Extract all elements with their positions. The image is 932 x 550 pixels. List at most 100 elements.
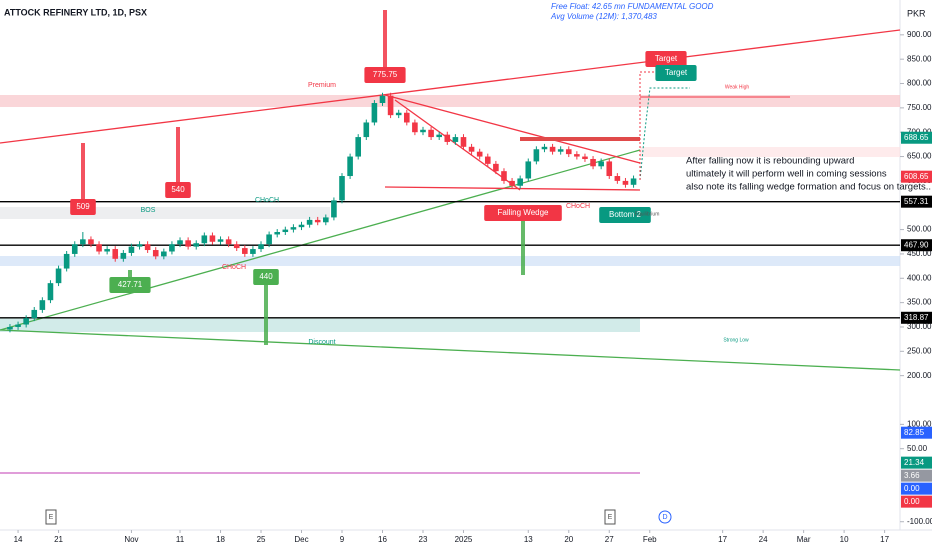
resistance-zone xyxy=(520,137,640,141)
candle-body xyxy=(282,229,289,233)
candle-body xyxy=(614,176,621,181)
level-label: 467.90 xyxy=(904,240,929,249)
candle-body xyxy=(598,161,604,167)
candle-body xyxy=(112,249,119,259)
annotation: Target xyxy=(665,68,688,77)
event-label: D xyxy=(662,514,667,521)
candle-body xyxy=(314,219,321,223)
annotation: 509 xyxy=(76,202,90,211)
candle-body xyxy=(347,156,353,177)
level-tag xyxy=(901,311,932,324)
y-tick-label: 500.00 xyxy=(907,225,932,234)
candle-body xyxy=(582,156,588,159)
candle-body xyxy=(185,240,191,247)
candle-body xyxy=(217,239,224,242)
level-tag xyxy=(901,195,932,208)
candle-body xyxy=(395,112,402,116)
event-box xyxy=(45,509,57,525)
candle-body xyxy=(509,180,515,186)
annotation: CHoCH xyxy=(255,197,279,204)
candle-body xyxy=(47,283,54,301)
y-tick-label: 800.00 xyxy=(907,79,932,88)
trend-line xyxy=(394,99,521,191)
candle-body xyxy=(574,154,580,157)
candle-body xyxy=(412,122,418,133)
annotation-box xyxy=(484,205,562,221)
candle-body xyxy=(39,300,46,310)
price-label: 0.00 xyxy=(904,497,920,506)
candle-body xyxy=(363,122,370,138)
annotation: Weak High xyxy=(725,84,750,90)
annotation-box xyxy=(109,277,151,293)
annotation-box xyxy=(645,51,687,67)
candle-body xyxy=(557,149,564,152)
candle-body xyxy=(501,171,507,181)
annotation: 440 xyxy=(259,272,273,281)
price-tag xyxy=(901,170,932,183)
annotation: BOS xyxy=(141,207,156,214)
x-tick-label: 10 xyxy=(840,535,849,544)
x-tick-label: 25 xyxy=(257,535,266,544)
x-tick-label: 17 xyxy=(880,535,889,544)
level-label: 318.87 xyxy=(904,313,929,322)
annotation-box xyxy=(253,269,279,285)
candle-body xyxy=(193,243,200,247)
candle-body xyxy=(250,249,256,254)
y-tick-label: 250.00 xyxy=(907,346,932,355)
candle-body xyxy=(298,224,305,228)
annotation: 775.75 xyxy=(373,70,398,79)
price-tag xyxy=(901,426,932,439)
candle-body xyxy=(420,129,426,133)
candle-body xyxy=(258,244,264,250)
price-tag xyxy=(901,469,932,482)
zone xyxy=(0,95,900,107)
x-tick-label: 17 xyxy=(718,535,727,544)
price-tag xyxy=(901,456,932,469)
candle-body xyxy=(63,253,70,269)
x-tick-label: 24 xyxy=(759,535,768,544)
annotation: Strong Low xyxy=(723,337,749,343)
currency: PKR xyxy=(907,8,926,18)
candle-body xyxy=(152,250,159,257)
candle-body xyxy=(484,156,491,164)
price-tag xyxy=(901,131,932,144)
candle-body xyxy=(323,217,329,223)
event-label: E xyxy=(608,514,613,521)
candle-body xyxy=(120,252,127,259)
target-path xyxy=(639,71,660,180)
annotation: Equilibrium xyxy=(635,211,660,217)
y-tick-label: 650.00 xyxy=(907,152,932,161)
level-tag xyxy=(901,239,932,252)
candle-body xyxy=(549,146,556,152)
level-label: 557.31 xyxy=(904,197,929,206)
event-box xyxy=(604,509,616,525)
annotation: 540 xyxy=(171,185,185,194)
y-tick-label: 900.00 xyxy=(907,30,932,39)
annotation-box xyxy=(70,199,96,215)
candle-body xyxy=(339,176,345,201)
price-label: 0.00 xyxy=(904,484,920,493)
x-tick-label: 2025 xyxy=(455,535,473,544)
candle-body xyxy=(169,244,175,252)
candle-body xyxy=(493,163,499,172)
candle-body xyxy=(136,244,143,247)
subtitle: Avg Volume (12M): 1,370,483 xyxy=(550,12,657,21)
y-tick-label: 50.00 xyxy=(907,444,928,453)
x-tick-label: 21 xyxy=(54,535,63,544)
chart-title: ATTOCK REFINERY LTD, 1D, PSX xyxy=(4,7,147,17)
candle-body xyxy=(80,239,86,245)
candle-body xyxy=(233,244,240,249)
zone xyxy=(640,147,900,157)
y-tick-label: 350.00 xyxy=(907,298,932,307)
candle-body xyxy=(274,232,281,235)
candle-body xyxy=(55,268,62,284)
note-line: ultimately it will perform well in comin… xyxy=(686,169,887,180)
event-circle xyxy=(658,510,672,524)
candle-body xyxy=(517,178,523,186)
candle-body xyxy=(128,246,135,253)
candle-body xyxy=(387,95,394,116)
candle-body xyxy=(355,137,362,157)
x-tick-label: 9 xyxy=(340,535,345,544)
